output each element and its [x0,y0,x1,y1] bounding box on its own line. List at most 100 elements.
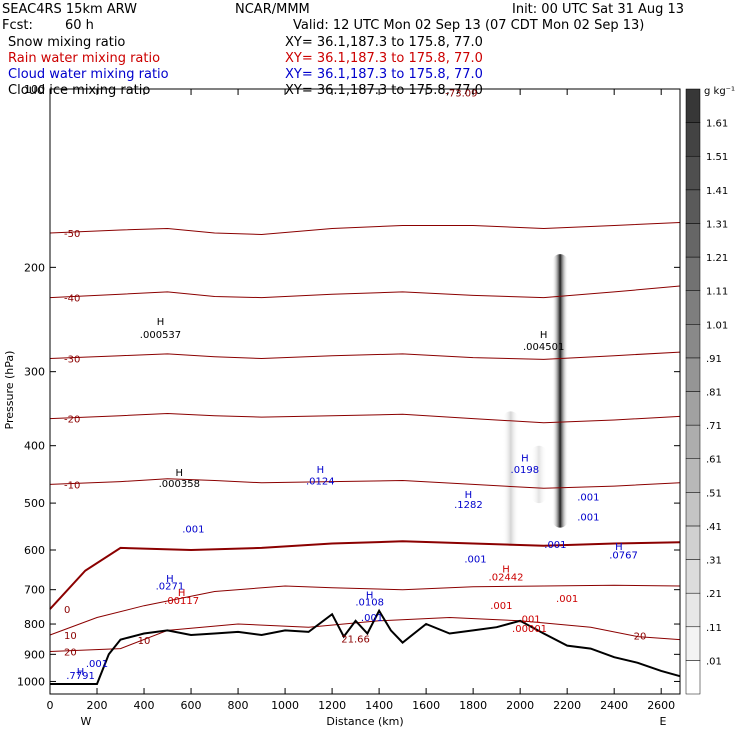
colorbar-segment [685,324,701,359]
contour-label: 10 [64,631,77,642]
legend-name-cloud-water: Cloud water mixing ratio [8,67,169,82]
contour-annotation: H [366,591,374,602]
colorbar-segment [685,357,701,392]
contour-annotation: .001 [361,613,383,624]
colorbar-unit: g kg⁻¹ [704,86,735,97]
contour-label: -10 [64,480,80,491]
colorbar-label: 1.31 [706,219,728,230]
legend-xy-snow: XY= 36.1,187.3 to 175.8, 77.0 [285,35,483,50]
colorbar-segment [685,559,701,594]
contour-annotation: .0271 [156,582,185,593]
colorbar-segment [685,391,701,426]
colorbar-label: .31 [706,556,722,567]
contour-label: -40 [64,294,80,305]
legend-xy-cloud-ice: XY= 36.1,187.3 to 175.8, 77.0 [285,83,483,98]
colorbar-segment [685,458,701,493]
contour-label: 0 [64,605,70,616]
colorbar-label: .61 [706,455,722,466]
y-tick-label: 1000 [17,675,45,688]
x-tick-label: 1600 [412,699,440,712]
org-title: NCAR/MMM [235,2,310,17]
contour-annotation: H [77,667,85,678]
colorbar-segment [685,88,701,123]
colorbar-segment [685,290,701,325]
legend-name-rain: Rain water mixing ratio [8,51,160,66]
contour-label: -20 [64,415,80,426]
y-axis-label: Pressure (hPa) [3,351,16,430]
contour-annotation: 21.66 [341,635,370,646]
y-tick-label: 600 [24,544,45,557]
contour-annotation: .001 [464,555,486,566]
contour-annotation: .000358 [159,479,200,490]
contour-annotation: H [465,490,473,501]
x-tick-label: 800 [228,699,249,712]
colorbar: .01 .11 .21 .31 .41 .51 .61 .71 .81 .91 1.01 1.11 1.… [685,88,728,695]
y-tick-label: 700 [24,584,45,597]
y-tick-label: 900 [24,648,45,661]
legend-name-cloud-ice: Cloud ice mixing ratio [8,83,150,98]
x-tick-label: 600 [181,699,202,712]
x-tick-label: 2200 [553,699,581,712]
contour-annotation: .0124 [306,476,335,487]
contour-label: -30 [64,354,80,365]
plot-frame [49,88,681,695]
contour-annotation: .00117 [164,596,199,607]
temperature-contour [49,616,681,652]
colorbar-segment [685,492,701,527]
x-tick-label: 1200 [318,699,346,712]
contour-annotation: .001 [544,540,566,551]
snow-shading [552,254,569,528]
legend-xy-cloud-water: XY= 36.1,187.3 to 175.8, 77.0 [285,67,483,82]
x-tick-label: 2400 [600,699,628,712]
y-tick-label: 200 [24,261,45,274]
temperature-contour [49,285,681,299]
snow-shading [502,411,519,546]
colorbar-label: 1.51 [706,152,728,163]
contour-annotation: .004501 [523,342,564,353]
colorbar-label: .71 [706,421,722,432]
temperature-contour [49,584,681,636]
contour-annotation: H [157,317,165,328]
contour-annotation: .0767 [609,550,638,561]
contour-annotation: .001 [577,493,599,504]
contour-annotation: .1282 [454,500,483,511]
temperature-contour [49,478,681,489]
colorbar-label: .91 [706,354,722,365]
colorbar-segment [685,122,701,157]
colorbar-label: .21 [706,589,722,600]
model-title: SEAC4RS 15km ARW [2,2,137,17]
contour-label: 20 [64,647,77,658]
colorbar-label: 1.21 [706,253,728,264]
terrain-line [50,608,681,685]
colorbar-label: .81 [706,388,722,399]
contour-annotation: H [176,468,184,479]
legend-xy-rain: XY= 36.1,187.3 to 175.8, 77.0 [285,51,483,66]
contour-label: -50 [64,229,80,240]
x-tick-label: 2000 [506,699,534,712]
x-tick-label: 400 [134,699,155,712]
y-tick-label: 300 [24,366,45,379]
colorbar-label: .51 [706,488,722,499]
x-tick-label: 2600 [647,699,675,712]
contour-annotation: H [166,574,174,585]
contour-annotation: .001 [518,614,540,625]
colorbar-label: 1.41 [706,186,728,197]
contour-annotation: H [540,330,548,341]
contour-annotation: .001 [577,513,599,524]
colorbar-segment [685,592,701,628]
contour-annotation: .001 [556,594,578,605]
colorbar-segment [685,626,701,661]
contour-annotation: 10 [138,636,151,647]
contour-annotation: H [521,453,529,464]
colorbar-segment [685,155,701,191]
x-tick-label: 1800 [459,699,487,712]
colorbar-label: 1.11 [706,287,728,298]
colorbar-segment [685,424,701,459]
valid-time: Valid: 12 UTC Mon 02 Sep 13 (07 CDT Mon … [293,18,644,33]
temperature-contour [49,540,681,610]
colorbar-label: .01 [706,656,722,667]
x-tick-label: 1000 [271,699,299,712]
x-axis-label: Distance (km) [326,715,403,728]
colorbar-segment [685,256,701,291]
